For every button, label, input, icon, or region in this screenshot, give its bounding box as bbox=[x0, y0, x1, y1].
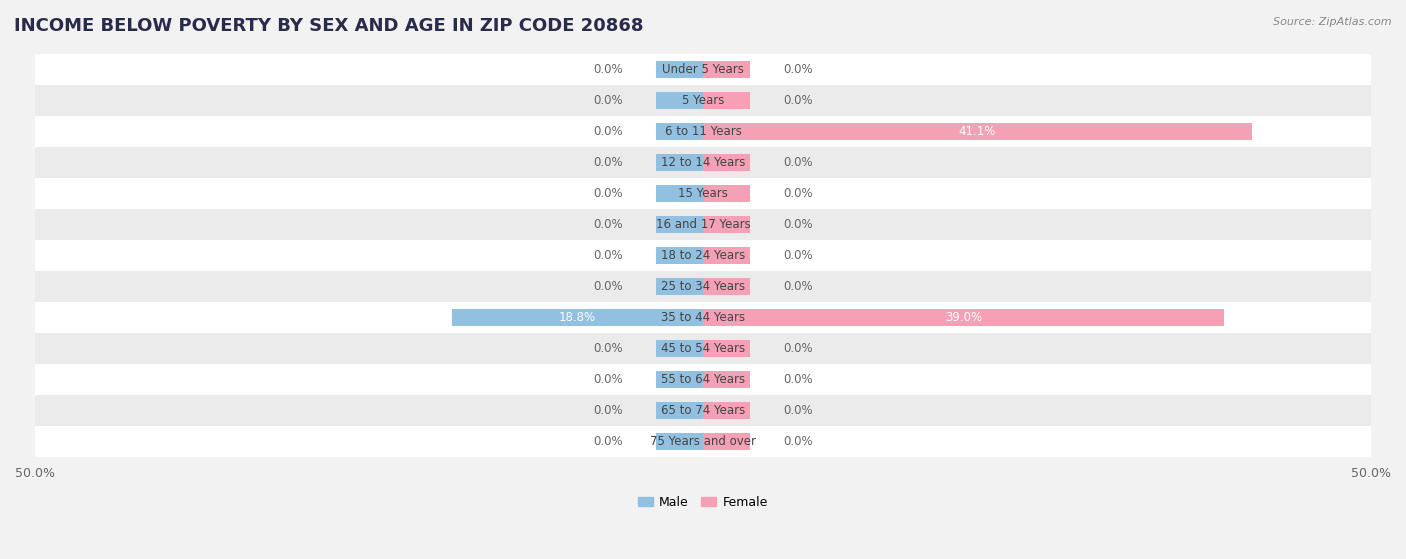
Bar bbox=[35, 209, 1371, 240]
Bar bbox=[657, 247, 703, 264]
Bar bbox=[703, 309, 1225, 326]
Text: 0.0%: 0.0% bbox=[783, 373, 813, 386]
Bar bbox=[657, 61, 703, 78]
Text: 55 to 64 Years: 55 to 64 Years bbox=[661, 373, 745, 386]
Bar bbox=[703, 123, 1253, 140]
Bar bbox=[451, 309, 703, 326]
Text: 0.0%: 0.0% bbox=[593, 63, 623, 76]
Bar bbox=[35, 333, 1371, 364]
Text: 39.0%: 39.0% bbox=[945, 311, 981, 324]
Bar bbox=[703, 433, 749, 449]
Bar bbox=[35, 178, 1371, 209]
Text: 0.0%: 0.0% bbox=[593, 342, 623, 355]
Bar bbox=[703, 402, 749, 419]
Text: Source: ZipAtlas.com: Source: ZipAtlas.com bbox=[1274, 17, 1392, 27]
Text: 35 to 44 Years: 35 to 44 Years bbox=[661, 311, 745, 324]
Bar bbox=[703, 185, 749, 202]
Text: 6 to 11 Years: 6 to 11 Years bbox=[665, 125, 741, 138]
Bar bbox=[657, 185, 703, 202]
Text: 0.0%: 0.0% bbox=[593, 94, 623, 107]
Bar bbox=[703, 278, 749, 295]
Text: 0.0%: 0.0% bbox=[783, 94, 813, 107]
Text: 0.0%: 0.0% bbox=[593, 218, 623, 231]
Bar bbox=[703, 371, 749, 388]
Text: 0.0%: 0.0% bbox=[593, 280, 623, 293]
Bar bbox=[657, 402, 703, 419]
Text: 0.0%: 0.0% bbox=[783, 63, 813, 76]
Bar bbox=[657, 154, 703, 171]
Bar bbox=[35, 426, 1371, 457]
Text: 0.0%: 0.0% bbox=[593, 435, 623, 448]
Bar bbox=[657, 92, 703, 109]
Text: 0.0%: 0.0% bbox=[783, 435, 813, 448]
Bar bbox=[35, 395, 1371, 426]
Bar bbox=[657, 216, 703, 233]
Text: 5 Years: 5 Years bbox=[682, 94, 724, 107]
Bar bbox=[35, 54, 1371, 85]
Text: 0.0%: 0.0% bbox=[593, 156, 623, 169]
Text: 0.0%: 0.0% bbox=[783, 187, 813, 200]
Bar bbox=[703, 340, 749, 357]
Text: 18.8%: 18.8% bbox=[558, 311, 596, 324]
Text: 0.0%: 0.0% bbox=[593, 187, 623, 200]
Bar bbox=[657, 371, 703, 388]
Bar bbox=[703, 92, 749, 109]
Legend: Male, Female: Male, Female bbox=[633, 491, 773, 514]
Bar bbox=[657, 123, 703, 140]
Bar bbox=[657, 340, 703, 357]
Text: 0.0%: 0.0% bbox=[593, 373, 623, 386]
Bar bbox=[35, 240, 1371, 271]
Bar bbox=[35, 116, 1371, 147]
Bar bbox=[703, 61, 749, 78]
Text: 0.0%: 0.0% bbox=[783, 249, 813, 262]
Text: 15 Years: 15 Years bbox=[678, 187, 728, 200]
Text: 0.0%: 0.0% bbox=[783, 280, 813, 293]
Bar bbox=[35, 364, 1371, 395]
Bar bbox=[703, 247, 749, 264]
Bar bbox=[35, 271, 1371, 302]
Text: Under 5 Years: Under 5 Years bbox=[662, 63, 744, 76]
Text: 16 and 17 Years: 16 and 17 Years bbox=[655, 218, 751, 231]
Text: 0.0%: 0.0% bbox=[783, 404, 813, 416]
Bar bbox=[35, 147, 1371, 178]
Text: 0.0%: 0.0% bbox=[593, 125, 623, 138]
Text: 65 to 74 Years: 65 to 74 Years bbox=[661, 404, 745, 416]
Text: 18 to 24 Years: 18 to 24 Years bbox=[661, 249, 745, 262]
Bar bbox=[703, 216, 749, 233]
Text: 41.1%: 41.1% bbox=[959, 125, 997, 138]
Text: INCOME BELOW POVERTY BY SEX AND AGE IN ZIP CODE 20868: INCOME BELOW POVERTY BY SEX AND AGE IN Z… bbox=[14, 17, 644, 35]
Bar bbox=[657, 433, 703, 449]
Text: 12 to 14 Years: 12 to 14 Years bbox=[661, 156, 745, 169]
Bar bbox=[35, 302, 1371, 333]
Text: 25 to 34 Years: 25 to 34 Years bbox=[661, 280, 745, 293]
Text: 75 Years and over: 75 Years and over bbox=[650, 435, 756, 448]
Text: 0.0%: 0.0% bbox=[783, 218, 813, 231]
Text: 0.0%: 0.0% bbox=[593, 404, 623, 416]
Text: 0.0%: 0.0% bbox=[783, 156, 813, 169]
Bar bbox=[657, 278, 703, 295]
Bar bbox=[703, 154, 749, 171]
Text: 0.0%: 0.0% bbox=[593, 249, 623, 262]
Bar bbox=[35, 85, 1371, 116]
Text: 45 to 54 Years: 45 to 54 Years bbox=[661, 342, 745, 355]
Text: 0.0%: 0.0% bbox=[783, 342, 813, 355]
